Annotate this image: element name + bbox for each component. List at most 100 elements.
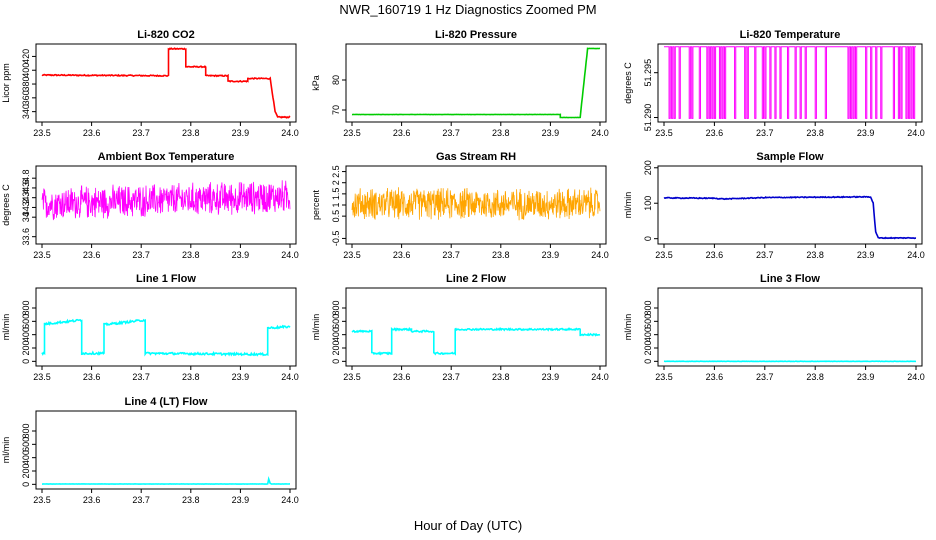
y-tick-label: 34.8 — [21, 169, 31, 187]
x-tick-label: 23.8 — [182, 128, 200, 138]
x-tick-label: 23.5 — [655, 372, 673, 382]
y-tick-label: 600 — [21, 437, 31, 452]
series-line — [664, 46, 916, 119]
y-tick-label: 34.2 — [21, 199, 31, 217]
y-tick-label: 1 — [331, 202, 341, 207]
y-tick-label: 800 — [331, 300, 341, 315]
x-tick-label: 23.9 — [232, 128, 250, 138]
x-tick-label: 23.7 — [442, 250, 460, 260]
panel-sample-flow: Sample Flow ml/min 23.5 23.6 23.7 23.8 23.9 24.… — [623, 151, 925, 260]
y-axis-label: ml/min — [623, 314, 633, 341]
x-tick-label: 23.6 — [83, 128, 101, 138]
x-tick-label: 23.6 — [393, 372, 411, 382]
x-tick-label: 23.6 — [706, 250, 724, 260]
x-tick-label: 23.9 — [857, 128, 875, 138]
y-tick-label: 33.6 — [21, 228, 31, 246]
y-tick-label: 51.295 — [643, 59, 653, 87]
x-tick-label: 24.0 — [907, 372, 925, 382]
x-tick-label: 23.5 — [33, 250, 51, 260]
series-line — [351, 326, 601, 356]
y-tick-label: 360 — [21, 90, 31, 105]
y-tick-label: 0.5 — [331, 210, 341, 223]
x-tick-label: 23.7 — [756, 250, 774, 260]
y-tick-label: 400 — [21, 63, 31, 78]
x-tick-label: 23.6 — [83, 250, 101, 260]
plot-frame — [35, 410, 297, 490]
y-tick-label: 400 — [21, 327, 31, 342]
x-tick-label: 23.5 — [33, 372, 51, 382]
y-tick-label: 0 — [331, 359, 341, 364]
plot-frame — [657, 43, 923, 123]
y-tick-label: 200 — [331, 340, 341, 355]
plot-frame — [35, 287, 297, 367]
y-tick-label: 1.5 — [331, 188, 341, 201]
x-tick-label: 23.7 — [756, 128, 774, 138]
x-tick-label: 23.7 — [442, 372, 460, 382]
x-tick-label: 23.9 — [542, 250, 560, 260]
page-xlabel: Hour of Day (UTC) — [413, 518, 523, 533]
x-tick-label: 24.0 — [281, 250, 299, 260]
x-tick-label: 23.9 — [857, 372, 875, 382]
y-axis-label: ml/min — [623, 192, 633, 219]
x-tick-label: 24.0 — [281, 372, 299, 382]
series-line — [663, 195, 917, 240]
panel-title: Line 1 Flow — [136, 273, 196, 285]
x-tick-label: 23.8 — [492, 128, 510, 138]
y-tick-label: 100 — [643, 196, 653, 211]
x-tick-label: 23.8 — [806, 372, 824, 382]
y-tick-label: 600 — [643, 314, 653, 329]
x-tick-label: 23.5 — [343, 128, 361, 138]
x-tick-label: 24.0 — [281, 495, 299, 505]
x-tick-label: 23.9 — [542, 128, 560, 138]
panel-licor-temp: Li-820 Temperature degrees C 23.5 23.6 23.7 2… — [623, 29, 925, 138]
y-axis-label: ml/min — [1, 437, 11, 464]
page-title: NWR_160719 1 Hz Diagnostics Zoomed PM — [339, 2, 597, 17]
x-tick-label: 23.5 — [33, 495, 51, 505]
x-tick-label: 23.5 — [343, 372, 361, 382]
y-tick-label: 0 — [21, 359, 31, 364]
x-tick-label: 23.8 — [492, 250, 510, 260]
y-tick-label: 80 — [331, 75, 341, 85]
panel-title: Li-820 Pressure — [435, 29, 517, 41]
y-tick-label: 0 — [643, 236, 653, 241]
x-tick-label: 23.9 — [232, 250, 250, 260]
y-tick-label: 400 — [331, 327, 341, 342]
plot-frame — [657, 165, 923, 245]
panel-title: Line 3 Flow — [760, 273, 820, 285]
x-tick-label: 23.6 — [83, 372, 101, 382]
panel-title: Li-820 Temperature — [740, 29, 841, 41]
y-tick-label: 400 — [643, 327, 653, 342]
y-axis-label: ml/min — [311, 314, 321, 341]
y-tick-label: 2.5 — [331, 165, 341, 178]
panel-title: Line 2 Flow — [446, 273, 506, 285]
y-tick-label: 34 — [21, 212, 31, 222]
panel-gas-rh: Gas Stream RH percent 23.5 23.6 23.7 23.8 23.9… — [311, 151, 609, 260]
x-tick-label: 23.7 — [442, 128, 460, 138]
x-tick-label: 23.8 — [492, 372, 510, 382]
panel-co2: Li-820 CO2 Licor ppm 23.5 23.6 23.7 23.8 23.9 2… — [1, 29, 299, 138]
series-line — [351, 47, 601, 119]
series-line — [41, 318, 291, 357]
y-tick-label: -0.5 — [331, 231, 341, 247]
plot-frame — [35, 165, 297, 245]
y-axis-label: percent — [311, 189, 321, 220]
y-axis-label: degrees C — [1, 184, 11, 226]
y-tick-label: 800 — [21, 300, 31, 315]
panel-title: Sample Flow — [756, 151, 824, 163]
panel-line1-flow: Line 1 Flow ml/min 23.5 23.6 23.7 23.8 23.9 24.… — [1, 273, 299, 382]
x-tick-label: 23.7 — [756, 372, 774, 382]
x-tick-label: 23.5 — [343, 250, 361, 260]
x-tick-label: 24.0 — [591, 128, 609, 138]
y-axis-label: Licor ppm — [1, 63, 11, 103]
x-tick-label: 23.9 — [542, 372, 560, 382]
x-tick-label: 23.6 — [393, 128, 411, 138]
panel-title: Gas Stream RH — [436, 151, 516, 163]
x-tick-label: 23.6 — [706, 372, 724, 382]
y-tick-label: 200 — [21, 463, 31, 478]
series-line — [42, 475, 290, 485]
x-tick-label: 23.6 — [83, 495, 101, 505]
y-tick-label: 51.290 — [643, 104, 653, 132]
panel-ambient-temp: Ambient Box Temperature degrees C 23.5 23.6… — [1, 151, 299, 260]
y-tick-label: 200 — [21, 340, 31, 355]
